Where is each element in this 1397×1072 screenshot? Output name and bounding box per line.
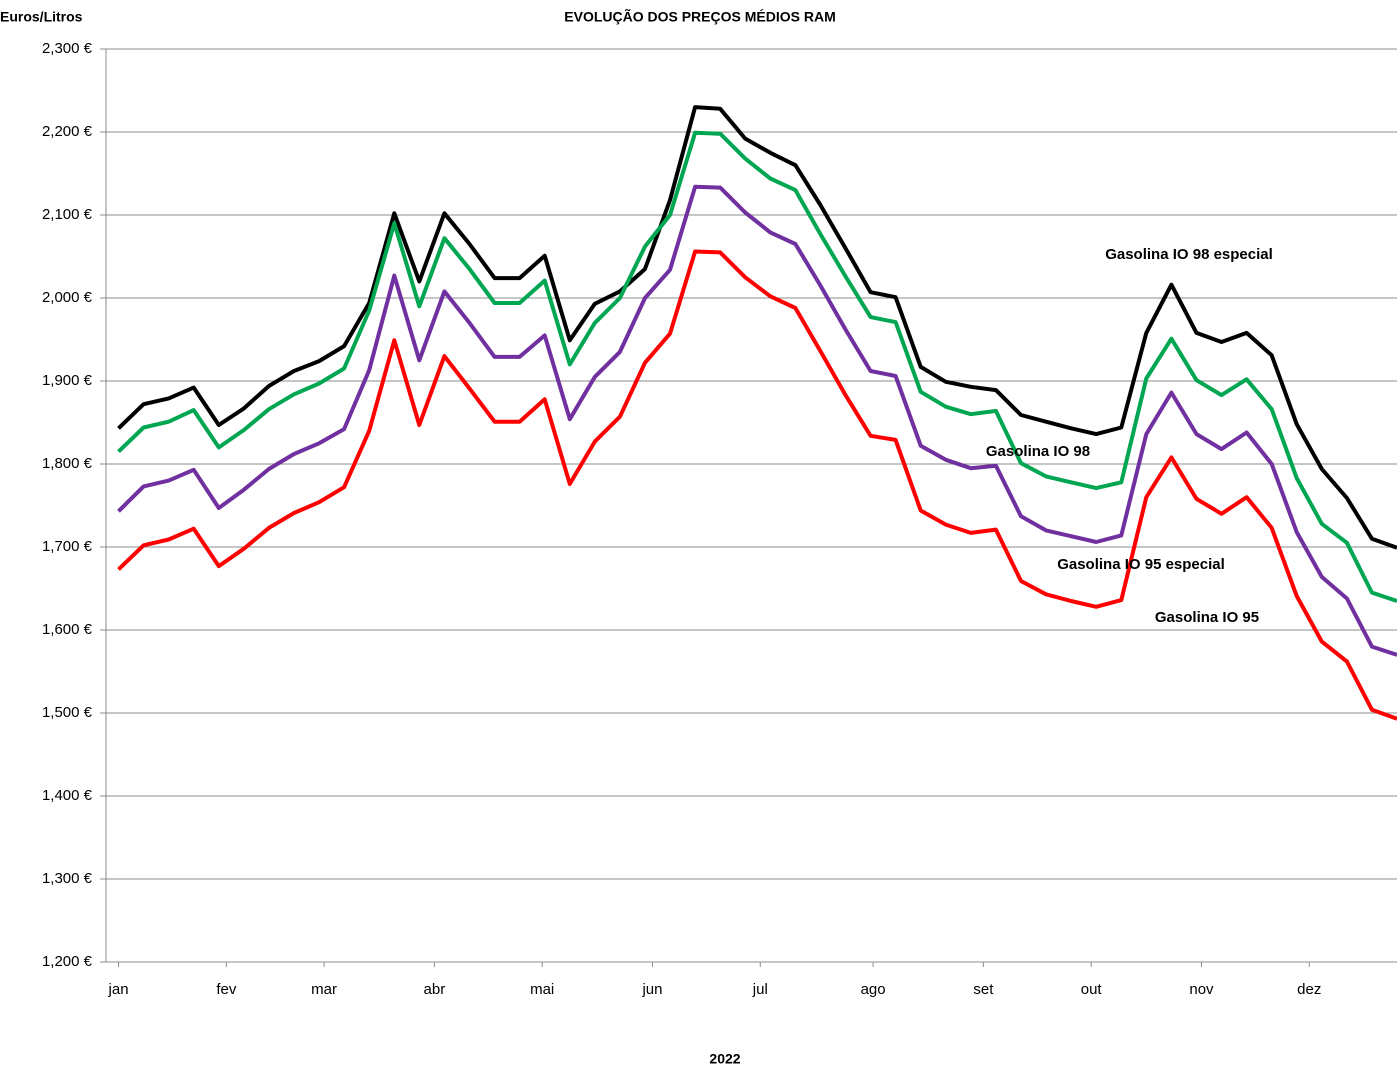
series-line (117, 249, 1397, 721)
series-label: Gasolina IO 98 (986, 443, 1090, 460)
x-tick-label: ago (861, 981, 886, 998)
y-tick-label: 2,100 € (42, 206, 93, 223)
x-tick-label: jun (641, 981, 662, 998)
x-tick-label: out (1081, 981, 1103, 998)
y-axis-title: Euros/Litros (0, 9, 83, 25)
y-tick-label: 1,800 € (42, 455, 93, 472)
y-tick-label: 1,400 € (42, 787, 93, 804)
series-label: Gasolina IO 98 especial (1105, 246, 1273, 263)
y-tick-label: 2,000 € (42, 289, 93, 306)
y-tick-label: 1,500 € (42, 704, 93, 721)
x-tick-label: mai (530, 981, 554, 998)
x-axis-title: 2022 (709, 1051, 740, 1067)
x-tick-label: set (973, 981, 994, 998)
y-tick-label: 1,300 € (42, 870, 93, 887)
series-line (117, 105, 1397, 550)
x-tick-label: jul (752, 981, 768, 998)
x-tick-label: abr (424, 981, 446, 998)
y-tick-label: 1,900 € (42, 372, 93, 389)
y-tick-label: 1,200 € (42, 953, 93, 970)
chart-title: EVOLUÇÃO DOS PREÇOS MÉDIOS RAM (564, 8, 835, 25)
x-tick-label: mar (311, 981, 337, 998)
x-tick-label: nov (1189, 981, 1214, 998)
x-tick-label: jan (108, 981, 129, 998)
y-tick-label: 1,600 € (42, 621, 93, 638)
series-line (117, 130, 1397, 603)
series-label: Gasolina IO 95 (1155, 609, 1259, 626)
series-line (117, 184, 1397, 657)
x-tick-label: dez (1297, 981, 1321, 998)
y-tick-label: 2,200 € (42, 123, 93, 140)
y-tick-label: 1,700 € (42, 538, 93, 555)
series-label: Gasolina IO 95 especial (1057, 556, 1225, 573)
x-tick-label: fev (216, 981, 237, 998)
y-tick-label: 2,300 € (42, 40, 93, 57)
